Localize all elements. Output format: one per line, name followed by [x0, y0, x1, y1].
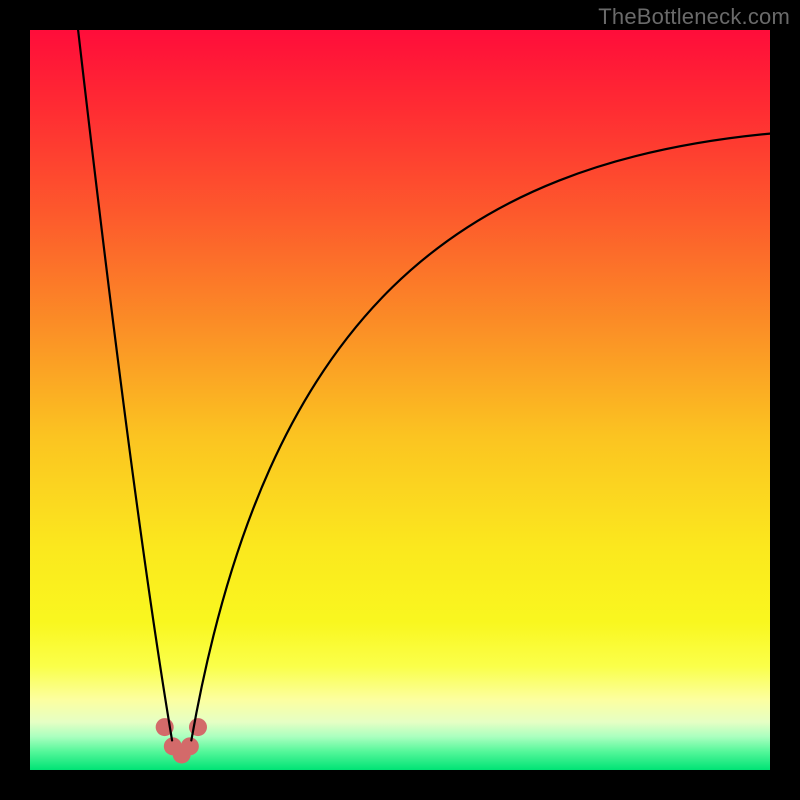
- chart-background-gradient: [30, 30, 770, 770]
- bottleneck-chart: [0, 0, 800, 800]
- curve-marker: [181, 737, 199, 755]
